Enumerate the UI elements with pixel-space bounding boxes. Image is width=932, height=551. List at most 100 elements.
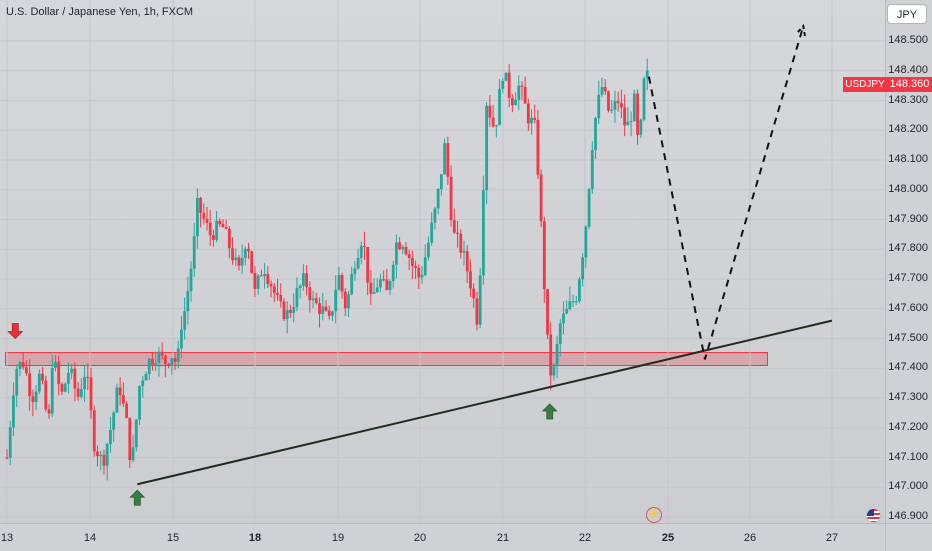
- candle-body: [109, 429, 112, 445]
- candle-body: [208, 222, 212, 236]
- candle-body: [285, 310, 289, 320]
- candle-body: [89, 377, 93, 411]
- candle-body: [41, 373, 44, 381]
- candle-body: [584, 226, 588, 258]
- time-tick-label: 21: [496, 532, 510, 544]
- candle-body: [170, 358, 174, 366]
- candle-body: [289, 310, 292, 314]
- price-tick-label: 146.900: [888, 510, 928, 522]
- candle-body: [385, 279, 389, 290]
- price-tick-label: 147.300: [888, 391, 928, 403]
- candle-body: [34, 391, 38, 403]
- candle-body: [199, 197, 203, 213]
- candle-body: [70, 368, 74, 373]
- candle-body: [202, 212, 206, 219]
- candle-body: [372, 292, 376, 294]
- candle-body: [523, 86, 527, 104]
- candle-body: [398, 242, 402, 250]
- candle-body: [144, 374, 148, 381]
- arrow-up-icon: [129, 489, 146, 506]
- candle-body: [215, 220, 218, 240]
- arrow-down-icon: [7, 323, 24, 340]
- candle-body: [514, 99, 517, 106]
- candle-body: [603, 87, 607, 92]
- time-tick-label: 19: [331, 532, 345, 544]
- candle-body: [533, 117, 537, 120]
- price-tick-label: 147.000: [888, 480, 928, 493]
- candle-body: [79, 389, 83, 397]
- chart-title: U.S. Dollar / Japanese Yen, 1h, FXCM: [6, 6, 194, 18]
- candle-body: [446, 143, 450, 177]
- candle-body: [18, 362, 22, 369]
- candle-body: [555, 344, 559, 367]
- candle-body: [205, 218, 209, 223]
- candle-body: [520, 85, 524, 87]
- candle-body: [60, 384, 64, 392]
- candle-body: [501, 80, 505, 89]
- candle-body: [44, 380, 48, 410]
- candle-body: [115, 387, 119, 413]
- candle-body: [63, 383, 67, 392]
- candle-body: [266, 274, 270, 284]
- candle-body: [324, 306, 328, 311]
- candle-body: [562, 313, 565, 324]
- candle-body: [250, 251, 254, 273]
- candle-body: [565, 308, 569, 314]
- candle-body: [314, 298, 318, 304]
- candle-body: [636, 93, 639, 135]
- candle-body: [227, 228, 231, 249]
- candle-body: [138, 386, 141, 420]
- price-tick-label: 148.400: [888, 63, 928, 76]
- currency-button[interactable]: JPY: [887, 4, 927, 24]
- candle-body: [327, 310, 331, 316]
- candle-body: [443, 143, 447, 175]
- candle-body: [417, 267, 421, 278]
- candle-body: [154, 362, 158, 365]
- candle-body: [321, 306, 325, 314]
- candle-body: [272, 286, 276, 293]
- candle-body: [54, 361, 57, 368]
- candle-body: [121, 395, 125, 404]
- candle-body: [125, 403, 128, 418]
- candle-body: [134, 419, 138, 448]
- candle-body: [494, 125, 498, 127]
- candle-body: [626, 121, 630, 126]
- candle-body: [469, 271, 472, 289]
- candle-body: [510, 98, 514, 106]
- candle-body: [574, 301, 578, 303]
- candle-body: [24, 367, 28, 374]
- candle-body: [340, 275, 344, 292]
- time-tick-label: 20: [413, 532, 427, 544]
- candle-body: [546, 289, 549, 335]
- candle-body: [163, 355, 167, 365]
- candle-body: [131, 447, 135, 461]
- us-flag-icon[interactable]: [866, 508, 881, 523]
- candle-body: [645, 70, 649, 79]
- candle-body: [263, 274, 266, 277]
- candle-body: [359, 246, 363, 258]
- candle-body: [196, 197, 199, 237]
- flash-icon[interactable]: ⚡: [646, 507, 662, 523]
- candle-body: [176, 348, 180, 362]
- time-tick-label: 18: [248, 532, 262, 544]
- time-tick-label: 13: [0, 532, 14, 544]
- candle-body: [530, 117, 533, 124]
- candle-body: [311, 298, 315, 301]
- candle-body: [224, 227, 228, 229]
- candle-body: [568, 301, 572, 309]
- candle-body: [331, 311, 334, 316]
- time-tick-label: 15: [166, 532, 180, 544]
- price-tick-label: 147.900: [888, 212, 928, 225]
- candle-body: [73, 368, 77, 389]
- time-axis[interactable]: [0, 523, 885, 551]
- candle-body: [452, 220, 456, 233]
- candle-body: [21, 362, 25, 368]
- candle-body: [629, 121, 633, 123]
- candle-body: [347, 294, 350, 309]
- candle-body: [504, 72, 508, 81]
- chart-area[interactable]: [0, 0, 885, 523]
- candle-body: [237, 257, 241, 266]
- candle-body: [581, 257, 585, 280]
- candle-body: [47, 409, 51, 414]
- candle-body: [430, 222, 434, 243]
